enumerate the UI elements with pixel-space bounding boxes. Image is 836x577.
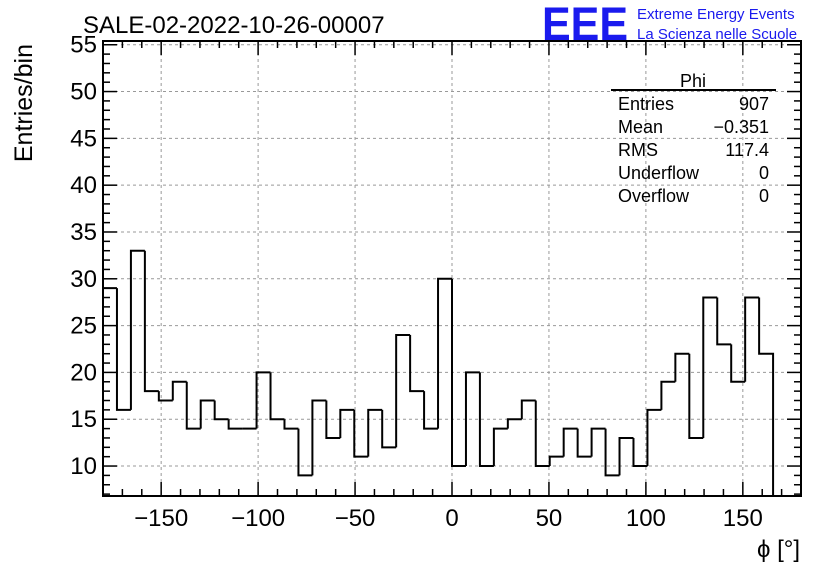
histogram-bin [688, 353, 704, 439]
y-tick-label: 30 [70, 266, 97, 293]
x-tick-label: −50 [335, 505, 376, 532]
histogram-bin [129, 249, 145, 410]
histogram-bin [143, 250, 159, 393]
histogram-bars [102, 249, 775, 496]
histogram-bin [283, 419, 299, 430]
stats-row-label: Overflow [618, 186, 690, 206]
x-tick-label: 100 [626, 505, 666, 532]
histogram-bin [199, 399, 215, 429]
histogram-bin [506, 418, 522, 429]
stats-row-label: RMS [618, 140, 658, 160]
y-tick-label: 45 [70, 125, 97, 152]
histogram-bin [451, 278, 466, 468]
chart-title: SALE-02-2022-10-26-00007 [83, 12, 385, 39]
histogram-bin [255, 371, 271, 429]
histogram-bin [269, 372, 285, 421]
histogram-bin [590, 427, 606, 457]
x-tick-label: −100 [231, 505, 285, 532]
histogram-bin [227, 419, 243, 430]
stats-box: Phi Entries 907 Mean −0.351 RMS 117.4 Underflo… [611, 71, 776, 206]
stats-box-name: Phi [680, 71, 706, 91]
histogram-bin [632, 437, 648, 468]
histogram-bin [730, 344, 746, 383]
x-tick-labels: −150 −100 −50 0 50 100 150 [134, 505, 763, 532]
x-tick-label: −150 [134, 505, 188, 532]
histogram-bin [660, 380, 676, 410]
histogram-bin [548, 455, 564, 467]
histogram-bin [716, 297, 732, 346]
y-tick-label: 25 [70, 313, 97, 340]
histogram-bin [185, 381, 201, 430]
histogram-bin [492, 427, 508, 467]
histogram-bin [115, 288, 131, 411]
histogram-bin [213, 400, 229, 421]
histogram-bin [102, 287, 117, 496]
axis-ticks [102, 41, 802, 496]
histogram-bin [157, 391, 173, 402]
histogram-bin [562, 427, 578, 457]
histogram-bin [478, 372, 494, 468]
y-tick-label: 20 [70, 359, 97, 386]
stats-row-label: Entries [618, 94, 674, 114]
histogram-bin [395, 333, 411, 448]
plot-frame [102, 40, 802, 497]
histogram-bin [618, 436, 634, 476]
y-tick-labels: 10 15 20 25 30 35 40 45 50 55 [70, 32, 97, 480]
x-tick-label: 0 [445, 505, 458, 532]
stats-row-value: 117.4 [725, 140, 769, 160]
histogram-bin [744, 296, 760, 382]
histogram-bin [353, 409, 369, 458]
histogram-bin [437, 277, 452, 429]
stats-row-value: 0 [759, 186, 769, 206]
eee-logo: EEE Extreme Energy Events La Scienza nel… [542, 0, 797, 50]
y-tick-label: 40 [70, 172, 97, 199]
x-axis-label: ϕ [°] [757, 536, 800, 563]
y-tick-label: 10 [70, 453, 97, 480]
histogram-bin [423, 391, 439, 430]
y-tick-label: 50 [70, 79, 97, 106]
histogram-bin [171, 380, 187, 401]
histogram-bin [576, 428, 592, 458]
stats-row-value: 0 [759, 163, 769, 183]
y-tick-label: 55 [70, 32, 97, 59]
histogram-bin [758, 297, 775, 496]
stats-row-label: Underflow [618, 163, 700, 183]
histogram-bin [297, 428, 313, 477]
histogram-bin [381, 409, 397, 449]
stats-row-label: Mean [618, 117, 663, 137]
stats-row-value: 907 [739, 94, 769, 114]
histogram-bin [339, 408, 355, 438]
histogram-bin [674, 352, 690, 382]
histogram-bin [311, 399, 327, 476]
histogram-bin [520, 399, 536, 420]
stats-box-rows: Entries 907 Mean −0.351 RMS 117.4 Underflow 0 Ov… [618, 94, 769, 206]
x-tick-label: 50 [536, 505, 563, 532]
logo-line-2: La Scienza nelle Scuole [637, 26, 797, 43]
histogram-bin [534, 400, 550, 468]
histogram-bin [325, 400, 341, 439]
logo-mark: EEE [542, 0, 628, 50]
histogram-bin [702, 296, 718, 438]
x-tick-label: 150 [723, 505, 763, 532]
stats-row-value: −0.351 [713, 117, 769, 137]
histogram-bin [367, 408, 383, 457]
histogram-bin [604, 428, 620, 477]
histogram-bin [464, 371, 480, 467]
histogram-bin [409, 334, 425, 393]
y-tick-label: 15 [70, 406, 97, 433]
histogram-bin [646, 408, 662, 467]
y-axis-label: Entries/bin [10, 44, 38, 162]
y-tick-label: 35 [70, 219, 97, 246]
logo-line-1: Extreme Energy Events [637, 6, 795, 23]
